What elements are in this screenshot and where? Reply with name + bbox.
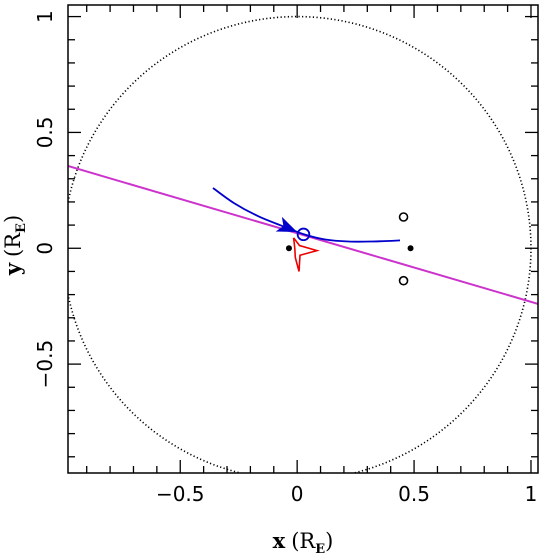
x-axis-label: x (RE) [273,528,334,555]
x-tick-label-0: −0.5 [156,482,205,506]
source-disk [296,227,311,242]
image-position-2 [398,275,409,286]
y-tick-label-0: −0.5 [33,340,57,389]
x-tick-label-2: 0.5 [398,482,430,506]
plot-area [68,15,538,473]
x-tick-label-3: 1 [525,482,538,506]
source-trajectory [212,187,401,243]
x-tick-label-1: 0 [291,482,304,506]
tick-labels: −0.5 0 0.5 1 −0.5 0 0.5 1 [33,10,537,506]
lens-position-2 [407,245,414,252]
lens-position-1 [285,245,292,252]
caustic-curve [292,237,320,272]
y-axis-label: y(RE) [0,215,29,276]
plot-frame [67,4,539,474]
axis-ticks [68,5,538,473]
y-tick-label-2: 0.5 [33,116,57,148]
y-tick-label-3: 1 [33,10,57,23]
y-tick-label-1: 0 [33,242,57,255]
image-position-1 [398,212,409,222]
einstein-ring [68,15,532,473]
trajectory-arrow [275,216,298,232]
